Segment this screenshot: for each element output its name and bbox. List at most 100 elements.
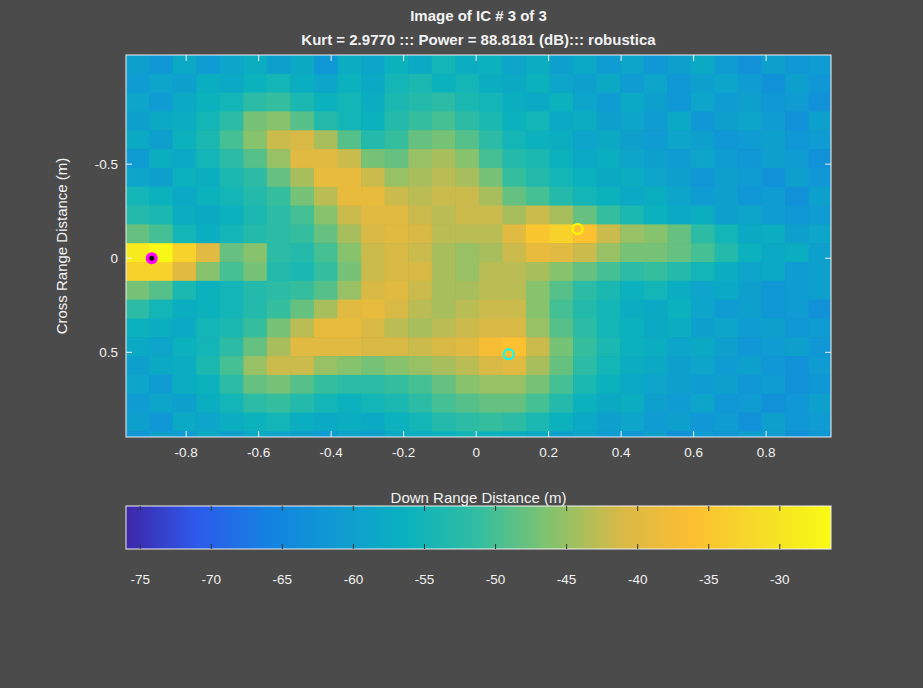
heatmap-cell [644,55,668,74]
heatmap-cell [385,206,409,225]
heatmap-cell [314,149,338,168]
heatmap-cell [644,74,668,93]
heatmap-cell [502,262,526,281]
heatmap-cell [361,394,385,413]
heatmap-cell [809,375,831,394]
heatmap-cell [267,318,291,337]
heatmap-cell [220,375,244,394]
heatmap-cell [762,206,786,225]
heatmap-cell [196,281,220,300]
heatmap-cell [738,149,762,168]
heatmap-cell [361,356,385,375]
heatmap-cell [290,300,314,319]
heatmap-cell [361,262,385,281]
heatmap-cell [691,318,715,337]
heatmap-cell [314,55,338,74]
heatmap-cell [620,111,644,130]
heatmap-cell [762,111,786,130]
y-tick-label: 0.5 [99,345,118,360]
heatmap-cell [573,300,597,319]
heatmap-cell [620,93,644,112]
heatmap-cell [173,300,197,319]
heatmap-cell [432,93,456,112]
heatmap-cell [361,243,385,262]
heatmap-cell [267,281,291,300]
heatmap-cell [267,243,291,262]
heatmap-cell [314,300,338,319]
colorbar-tick-label: -40 [628,572,648,587]
heatmap-cell [620,337,644,356]
heatmap-cell [691,413,715,432]
heatmap-cell [361,93,385,112]
heatmap-cell [455,187,479,206]
heatmap-cell [408,206,432,225]
heatmap-cell [220,431,244,437]
heatmap-cell [502,149,526,168]
heatmap-cell [785,375,809,394]
heatmap-cell [361,375,385,394]
heatmap-cell [361,55,385,74]
heatmap-cell [550,281,574,300]
heatmap-cell [408,93,432,112]
heatmap-cell [338,93,362,112]
heatmap-cell [149,130,173,149]
heatmap-cell [644,431,668,437]
heatmap-cell [126,337,150,356]
heatmap-cell [644,356,668,375]
heatmap-cell [550,243,574,262]
heatmap-cell [691,168,715,187]
heatmap-cell [385,93,409,112]
heatmap-cell [196,55,220,74]
heatmap-cell [714,168,738,187]
heatmap-cell [432,337,456,356]
heatmap-cell [644,262,668,281]
heatmap-cell [644,224,668,243]
heatmap-cell [809,243,831,262]
heatmap-cell [220,394,244,413]
heatmap-cell [785,394,809,413]
colorbar-tick-label: -75 [130,572,150,587]
heatmap-cell [526,243,550,262]
heatmap-cell [196,187,220,206]
heatmap-cell [644,375,668,394]
heatmap-cell [526,281,550,300]
colorbar-tick [282,544,283,549]
heatmap-cell [432,431,456,437]
heatmap-cell [385,55,409,74]
heatmap-cell [667,375,691,394]
heatmap-cell [361,74,385,93]
heatmap-cell [314,130,338,149]
heatmap-cell [432,55,456,74]
heatmap-cell [809,149,831,168]
heatmap-cell [644,281,668,300]
heatmap-cell [479,337,503,356]
heatmap-cell [691,281,715,300]
marker [573,224,583,234]
heatmap-cell [243,356,267,375]
heatmap-cell [267,394,291,413]
heatmap-cell [220,243,244,262]
heatmap-cell [597,413,621,432]
heatmap-cell [597,149,621,168]
heatmap-cell [126,413,150,432]
colorbar-tick-label: -60 [344,572,364,587]
x-tick [186,431,187,437]
heatmap-cell [361,413,385,432]
heatmap-cell [550,55,574,74]
heatmap-cell [220,206,244,225]
heatmap-cell [149,431,173,437]
heatmap-cell [550,168,574,187]
heatmap-cell [620,318,644,337]
heatmap-cell [220,130,244,149]
heatmap-cell [243,224,267,243]
heatmap-cell [243,168,267,187]
heatmap-cell [385,168,409,187]
heatmap-cell [243,281,267,300]
heatmap-cell [526,413,550,432]
heatmap-cell [149,375,173,394]
heatmap-cell [338,281,362,300]
y-tick [825,352,831,353]
heatmap-cell [338,149,362,168]
colorbar-tick [424,544,425,549]
heatmap-cell [149,337,173,356]
